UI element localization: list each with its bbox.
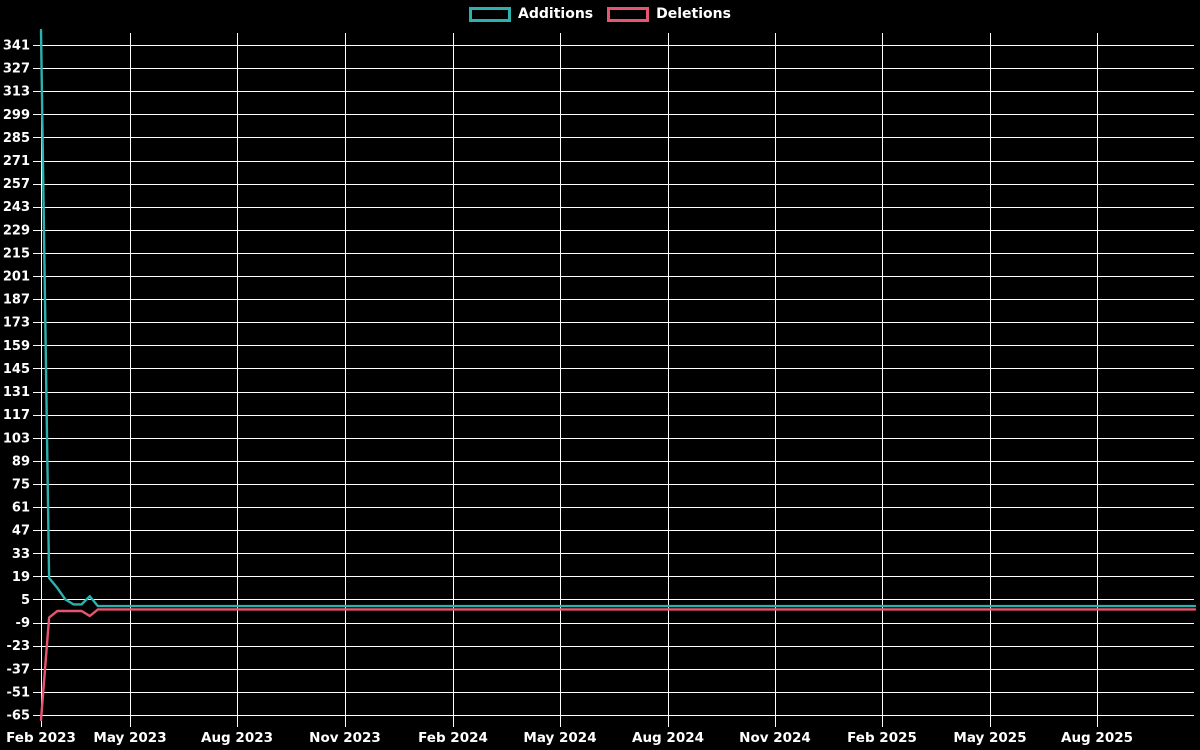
y-axis-tick-label: 89 xyxy=(12,454,30,469)
deletions-swatch-icon xyxy=(607,6,650,22)
y-axis-tick-label: 103 xyxy=(3,431,30,446)
y-axis-tick-label: 145 xyxy=(3,362,30,377)
y-axis-tick-label: 285 xyxy=(3,131,30,146)
x-axis-tick-label: Feb 2023 xyxy=(6,730,76,746)
chart-legend: Additions Deletions xyxy=(0,6,1200,22)
legend-item-deletions[interactable]: Deletions xyxy=(607,6,731,22)
y-axis-tick-label: 341 xyxy=(3,39,30,54)
y-axis-tick-label: -37 xyxy=(7,662,31,677)
x-axis-tick-label: Nov 2024 xyxy=(739,730,811,746)
y-axis-tick-label: 61 xyxy=(12,501,30,516)
y-axis-tick-label: -51 xyxy=(7,685,31,700)
y-axis-tick-label: 5 xyxy=(21,593,30,608)
y-axis-tick-label: -65 xyxy=(7,709,31,724)
y-axis-tick-label: -23 xyxy=(7,639,31,654)
y-axis-tick-label: -9 xyxy=(16,616,30,631)
y-axis-tick-label: 327 xyxy=(3,62,30,77)
x-axis-tick-label: May 2023 xyxy=(93,730,166,746)
x-axis-tick-label: Feb 2024 xyxy=(418,730,488,746)
y-axis-tick-label: 117 xyxy=(3,408,30,423)
deletions-line-series xyxy=(39,608,1197,722)
y-axis-tick-label: 271 xyxy=(3,154,30,169)
x-axis-tick-label: Aug 2025 xyxy=(1061,730,1133,746)
y-axis-tick-label: 47 xyxy=(12,524,30,539)
y-axis-tick-label: 299 xyxy=(3,108,30,123)
y-axis-tick-label: 19 xyxy=(12,570,30,585)
y-axis-tick-label: 201 xyxy=(3,270,30,285)
y-axis-tick-label: 159 xyxy=(3,339,30,354)
y-axis-tick-label: 313 xyxy=(3,85,30,100)
x-axis-tick-label: Feb 2025 xyxy=(847,730,917,746)
x-axis-tick-label: Aug 2024 xyxy=(632,730,704,746)
y-axis-tick-label: 33 xyxy=(12,547,30,562)
y-axis-tick-label: 243 xyxy=(3,200,30,215)
x-axis-tick-label: May 2025 xyxy=(953,730,1026,746)
y-axis-tick-label: 75 xyxy=(12,477,30,492)
legend-item-additions[interactable]: Additions xyxy=(469,6,593,22)
legend-label-additions: Additions xyxy=(518,6,594,22)
additions-line-series xyxy=(39,28,1197,608)
y-axis-tick-label: 257 xyxy=(3,177,30,192)
x-axis-tick-label: Aug 2023 xyxy=(201,730,273,746)
x-axis-tick-label: May 2024 xyxy=(523,730,596,746)
y-axis-tick-label: 173 xyxy=(3,316,30,331)
legend-label-deletions: Deletions xyxy=(656,6,731,22)
additions-swatch-icon xyxy=(469,6,512,22)
y-axis-tick-label: 131 xyxy=(3,385,30,400)
y-axis-tick-label: 229 xyxy=(3,223,30,238)
x-axis-tick-label: Nov 2023 xyxy=(309,730,381,746)
y-axis-tick-label: 215 xyxy=(3,246,30,261)
y-axis-tick-label: 187 xyxy=(3,293,30,308)
